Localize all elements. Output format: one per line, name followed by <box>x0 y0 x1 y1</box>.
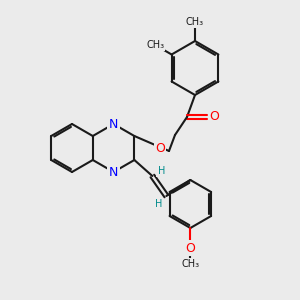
Text: N: N <box>109 118 118 130</box>
Text: H: H <box>155 199 162 209</box>
Text: N: N <box>109 166 118 178</box>
Text: CH₃: CH₃ <box>181 259 200 269</box>
Text: CH₃: CH₃ <box>146 40 164 50</box>
Text: O: O <box>209 110 219 124</box>
Text: O: O <box>155 142 165 154</box>
Text: CH₃: CH₃ <box>186 17 204 27</box>
Text: H: H <box>158 166 165 176</box>
Text: O: O <box>185 242 195 254</box>
